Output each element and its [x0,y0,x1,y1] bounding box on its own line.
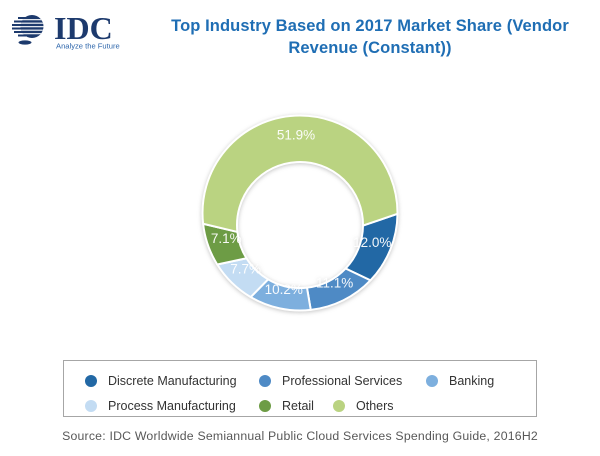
donut-chart: 12.0% 11.1% 10.2% 7.7% 7.1% 51.9% [194,107,406,319]
slice-label-process-manufacturing: 7.7% [230,261,261,276]
slice-label-others: 51.9% [277,128,315,143]
idc-logo-text: IDC [54,10,113,46]
legend-item-banking: Banking [426,374,494,388]
legend-item-label: Retail [282,398,314,413]
legend-item-label: Discrete Manufacturing [108,373,237,388]
legend-item-label: Banking [449,373,495,388]
legend: Discrete Manufacturing Professional Serv… [63,360,537,417]
legend-item-label: Professional Services [282,373,403,388]
globe-shadow [18,40,32,45]
legend-item-retail: Retail [259,399,333,413]
legend-swatch-icon [85,374,97,387]
source-note: Source: IDC Worldwide Semiannual Public … [62,429,538,443]
legend-row-2: Process Manufacturing Retail Others [85,393,536,418]
legend-swatch-icon [85,399,97,412]
legend-item-discrete-manufacturing: Discrete Manufacturing [85,374,259,388]
globe-icon [12,15,44,45]
legend-swatch-icon [426,374,438,387]
idc-logo: IDC Analyze the Future [10,6,140,58]
legend-row-1: Discrete Manufacturing Professional Serv… [85,368,536,393]
donut-slice-others [201,114,399,233]
legend-item-process-manufacturing: Process Manufacturing [85,399,259,413]
chart-title: Top Industry Based on 2017 Market Share … [171,17,569,57]
slice-label-banking: 10.2% [265,282,303,297]
legend-swatch-icon [259,374,271,387]
slice-label-discrete-manufacturing: 12.0% [353,235,391,250]
slice-label-retail: 7.1% [211,231,242,246]
legend-item-label: Process Manufacturing [108,398,236,413]
legend-item-label: Others [356,398,394,413]
legend-item-professional-services: Professional Services [259,374,426,388]
legend-swatch-icon [333,399,345,412]
idc-logo-tagline: Analyze the Future [56,42,120,51]
legend-item-others: Others [333,399,394,413]
legend-swatch-icon [259,399,271,412]
slice-label-professional-services: 11.1% [316,275,353,290]
